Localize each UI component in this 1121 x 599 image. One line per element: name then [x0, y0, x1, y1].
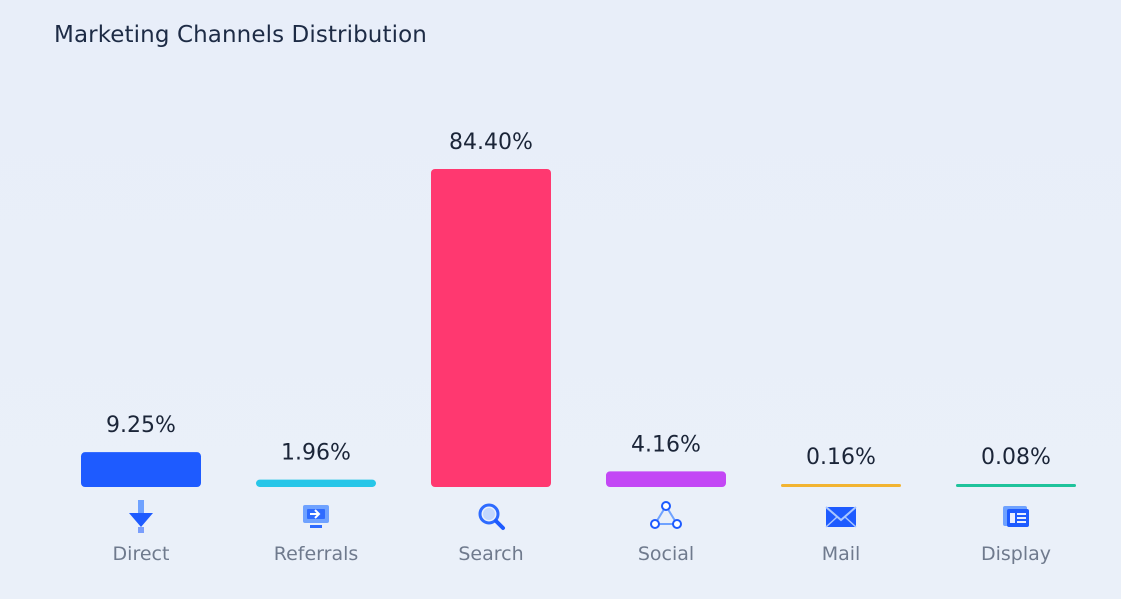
category-label-social: Social [638, 543, 694, 565]
arrow-down-icon [129, 500, 153, 533]
display-window-icon [1003, 506, 1029, 527]
value-label-display: 0.08% [981, 445, 1051, 470]
bar-direct[interactable] [81, 452, 201, 487]
value-label-social: 4.16% [631, 432, 701, 457]
category-label-mail: Mail [822, 543, 861, 565]
value-label-mail: 0.16% [806, 445, 876, 470]
chart-title: Marketing Channels Distribution [54, 22, 427, 48]
value-label-referrals: 1.96% [281, 441, 351, 466]
bar-social[interactable] [606, 471, 726, 487]
bar-mail[interactable] [781, 484, 901, 487]
referral-monitor-icon [303, 505, 329, 528]
mail-icon [825, 506, 857, 528]
category-label-referrals: Referrals [274, 543, 359, 565]
social-share-icon [650, 501, 682, 529]
category-label-direct: Direct [113, 543, 170, 565]
category-label-display: Display [981, 543, 1051, 565]
bar-referrals[interactable] [256, 479, 376, 487]
value-label-direct: 9.25% [106, 413, 176, 438]
category-label-search: Search [458, 543, 523, 565]
value-label-search: 84.40% [449, 130, 533, 155]
search-icon [478, 503, 505, 530]
bar-display[interactable] [956, 484, 1076, 487]
bar-search[interactable] [431, 169, 551, 487]
